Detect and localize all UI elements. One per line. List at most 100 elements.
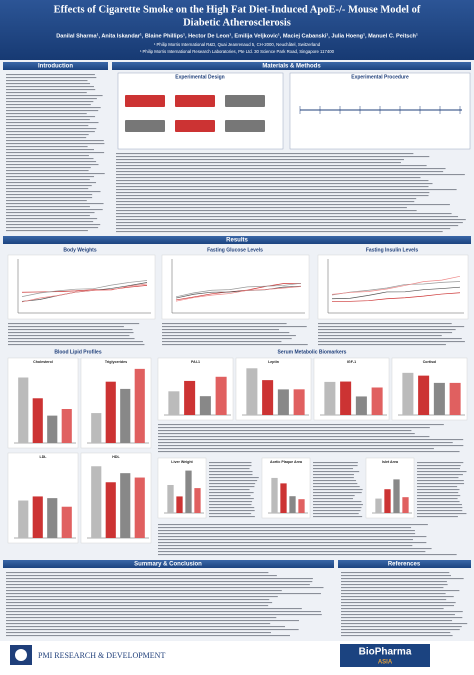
panel-label: Islet Area [382, 460, 399, 464]
section-title: Summary & Conclusion [134, 562, 202, 568]
text-line [158, 530, 415, 532]
text-line [6, 83, 91, 85]
text-line [158, 524, 428, 526]
text-line [341, 614, 455, 616]
text-line [417, 480, 464, 482]
panel-label: Leptin [268, 360, 279, 364]
section-bar [3, 236, 471, 244]
bar [184, 380, 196, 415]
design-title: Experimental Design [175, 74, 224, 80]
text-line [6, 227, 99, 229]
text-line [6, 104, 91, 106]
text-line [417, 465, 461, 467]
text-line [158, 424, 444, 426]
text-line [417, 462, 464, 464]
bar [18, 500, 29, 538]
section-title: Results [226, 238, 248, 244]
text-line [313, 501, 362, 503]
series-line [331, 292, 461, 303]
text-line [341, 632, 451, 634]
text-line [209, 498, 254, 500]
text-line [209, 480, 258, 482]
text-line [6, 173, 105, 175]
text-line [209, 507, 255, 509]
bar [402, 497, 409, 513]
title-line: Effects of Cigarette Smoke on the High F… [54, 4, 421, 15]
text-line [158, 439, 464, 441]
text-line [313, 465, 358, 467]
text-line [6, 128, 97, 130]
authors: Danilal Sharma¹, Anita Iskandar¹, Blaine… [56, 32, 418, 39]
bar [61, 506, 72, 538]
series-line [21, 285, 148, 293]
text-line [313, 486, 360, 488]
text-line [6, 221, 94, 223]
text-line [209, 474, 253, 476]
text-line [116, 219, 466, 221]
text-line [158, 436, 430, 438]
bar [105, 482, 116, 538]
text-line [417, 486, 458, 488]
text-line [6, 140, 104, 142]
text-line [6, 629, 299, 631]
panel-label: PAI-1 [191, 360, 200, 364]
schematic-box [175, 95, 215, 107]
text-line [313, 498, 354, 500]
bar [47, 415, 58, 443]
bar [47, 498, 58, 538]
text-line [158, 533, 416, 535]
text-line [6, 632, 271, 634]
text-line [417, 510, 463, 512]
series-line [175, 282, 302, 298]
text-line [162, 329, 280, 331]
text-line [158, 427, 430, 429]
text-line [341, 608, 444, 610]
bar [134, 477, 145, 538]
section-bar [112, 62, 471, 70]
text-line [116, 168, 446, 170]
series-line [21, 280, 148, 297]
text-line [6, 119, 90, 121]
text-line [6, 131, 95, 133]
series-line [175, 285, 302, 299]
text-line [6, 626, 286, 628]
bar [18, 377, 29, 443]
section-bar [3, 62, 108, 70]
text-line [162, 341, 282, 343]
text-line [158, 554, 457, 556]
text-line [417, 483, 465, 485]
text-line [6, 101, 94, 103]
text-line [318, 326, 465, 328]
bar [271, 477, 278, 513]
text-line [6, 134, 89, 136]
panel-label: IGF-1 [347, 360, 356, 364]
text-line [6, 152, 105, 154]
text-line [6, 146, 88, 148]
text-line [6, 635, 290, 637]
bar [176, 496, 183, 513]
bar [402, 372, 414, 415]
text-line [341, 578, 464, 580]
series-line [21, 283, 148, 303]
bar [246, 368, 258, 415]
text-line [6, 167, 91, 169]
text-line [6, 113, 87, 115]
schematic-box [175, 120, 215, 132]
text-line [6, 206, 90, 208]
text-line [162, 338, 292, 340]
text-line [318, 323, 452, 325]
text-line [158, 539, 413, 541]
text-line [158, 433, 415, 435]
text-line [6, 77, 97, 79]
bar [384, 489, 391, 513]
text-line [6, 623, 271, 625]
text-line [341, 620, 453, 622]
text-line [8, 335, 130, 337]
panel-label: Cholesterol [33, 360, 53, 364]
text-line [6, 137, 87, 139]
text-line [417, 474, 463, 476]
text-line [209, 465, 252, 467]
text-line [116, 225, 459, 227]
text-line [158, 451, 460, 453]
